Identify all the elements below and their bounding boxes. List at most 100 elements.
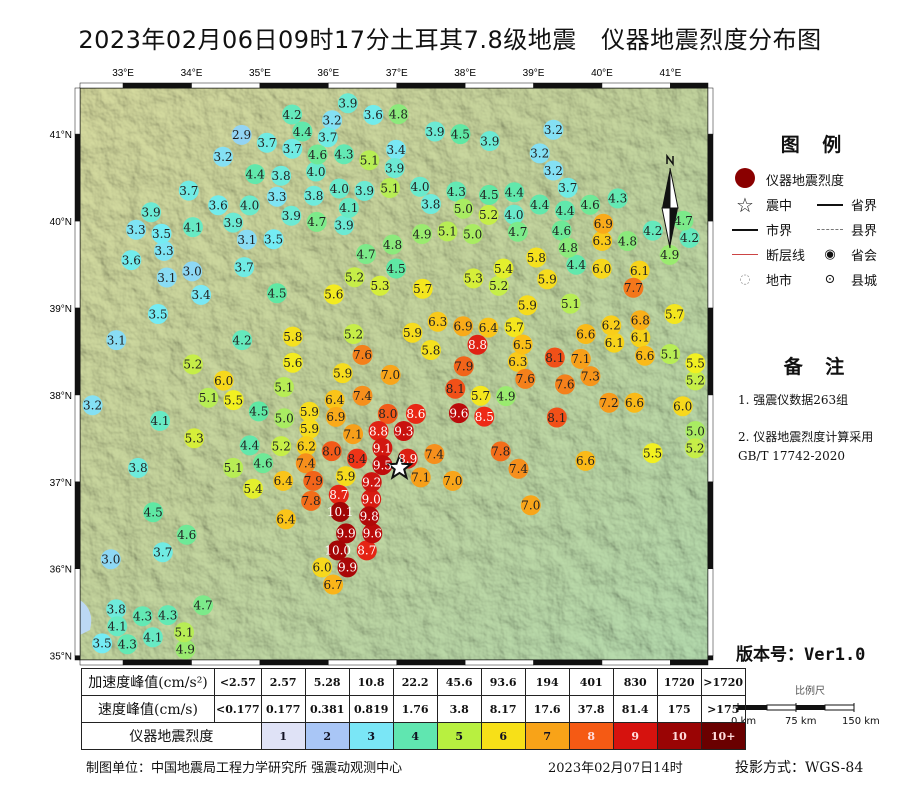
station-intensity-value: 5.1 — [274, 380, 293, 394]
station-circle — [325, 406, 346, 427]
station-intensity-value: 5.8 — [283, 330, 302, 344]
station-circle — [282, 352, 303, 373]
station-intensity-value: 3.5 — [93, 637, 112, 651]
station-circle — [570, 348, 591, 369]
station-circle — [362, 523, 383, 544]
station-intensity-value: 6.3 — [428, 315, 447, 329]
station-circle — [274, 408, 295, 429]
station-intensity-value: 3.5 — [264, 233, 283, 247]
station-circle — [299, 418, 320, 439]
station-circle — [382, 234, 403, 255]
station-circle — [223, 390, 244, 411]
scale-title: 比例尺 — [795, 686, 825, 697]
station-circle — [198, 387, 219, 408]
station-circle — [402, 322, 423, 343]
station-circle — [504, 182, 525, 203]
station-circle — [234, 257, 255, 278]
intensity-swatch: 10 — [656, 722, 702, 750]
station-intensity-value: 7.9 — [454, 360, 473, 374]
station-circle — [292, 121, 313, 142]
station-circle — [271, 165, 292, 186]
station-intensity-value: 5.9 — [300, 405, 319, 419]
station-circle — [599, 392, 620, 413]
station-circle — [156, 267, 177, 288]
station-circle — [82, 395, 103, 416]
station-circle — [128, 457, 149, 478]
station-intensity-value: 3.7 — [257, 136, 276, 150]
station-intensity-value: 8.7 — [357, 544, 376, 558]
station-intensity-value: 4.6 — [254, 456, 273, 470]
station-intensity-value: 8.1 — [547, 411, 566, 425]
station-circle — [386, 258, 407, 279]
station-circle — [592, 230, 613, 251]
station-circle — [493, 258, 514, 279]
station-circle — [182, 354, 203, 375]
station-intensity-value: 4.4 — [530, 198, 549, 212]
station-circle — [388, 104, 409, 125]
station-intensity-value: 3.2 — [213, 150, 232, 164]
lon-tick-label: 37°E — [386, 68, 408, 79]
station-intensity-value: 5.0 — [275, 412, 294, 426]
station-intensity-value: 6.4 — [325, 393, 344, 407]
station-intensity-value: 3.6 — [122, 253, 141, 267]
station-intensity-value: 4.4 — [567, 258, 586, 272]
station-circle — [282, 104, 303, 125]
station-circle — [150, 410, 170, 431]
intensity-map[interactable]: 33°E 34°E 35°E 36°E 37°E 38°E 39°E 40°E 41°E 41°N… — [0, 0, 900, 670]
station-circle — [453, 198, 474, 219]
station-circle — [630, 327, 651, 348]
station-circle — [557, 177, 578, 198]
axis-ticks: 33°E 34°E 35°E 36°E 37°E 38°E 39°E 40°E 41°E 41°N… — [50, 68, 682, 663]
station-intensity-value: 4.6 — [552, 224, 571, 238]
station-intensity-value: 7.6 — [353, 348, 372, 362]
station-intensity-value: 3.5 — [148, 307, 167, 321]
station-intensity-value: 4.3 — [118, 638, 137, 652]
station-intensity-value: 7.8 — [302, 494, 321, 508]
station-intensity-value: 5.6 — [283, 356, 302, 370]
intensity-swatch: 8 — [568, 722, 614, 750]
station-intensity-value: 5.5 — [224, 393, 243, 407]
station-intensity-value: 9.6 — [363, 527, 382, 541]
station-circle — [463, 268, 484, 289]
station-intensity-value: 3.6 — [364, 108, 383, 122]
north-arrow-icon — [661, 153, 679, 249]
station-circle — [467, 334, 488, 355]
station-intensity-value: 3.9 — [338, 97, 357, 111]
station-circle — [450, 124, 471, 145]
station-circle — [478, 317, 499, 338]
pgv-value: 3.8 — [436, 695, 482, 723]
station-circle — [356, 244, 376, 264]
station-circle — [306, 211, 327, 232]
legend-title: 图 例 — [780, 134, 850, 156]
station-circle — [685, 353, 706, 374]
station-intensity-value: 6.0 — [313, 561, 332, 575]
station-intensity-value: 3.2 — [530, 147, 549, 161]
station-circle — [372, 438, 393, 458]
station-intensity-value: 8.4 — [348, 452, 367, 466]
station-circle — [673, 210, 694, 231]
station-intensity-value: 3.8 — [421, 197, 440, 211]
station-intensity-value: 3.2 — [83, 399, 102, 413]
station-intensity-value: 4.5 — [144, 506, 163, 520]
station-intensity-value: 5.8 — [527, 251, 546, 265]
station-circle — [560, 293, 581, 314]
station-circle — [324, 389, 345, 410]
station-circle — [474, 406, 495, 427]
station-circle — [184, 428, 205, 449]
station-circle — [368, 421, 389, 441]
station-circle — [193, 595, 214, 616]
station-circle — [679, 227, 700, 248]
station-intensity-value: 4.5 — [249, 405, 268, 419]
station-intensity-value: 9.1 — [373, 441, 392, 455]
station-intensity-value: 5.9 — [300, 422, 319, 436]
station-circle — [393, 421, 414, 441]
station-circle — [384, 158, 405, 178]
legend-province-border: 省界 — [851, 199, 878, 214]
station-intensity-value: 3.1 — [157, 271, 176, 285]
station-circle — [356, 540, 377, 561]
station-circle — [328, 484, 349, 505]
station-circle — [117, 634, 138, 655]
station-circle — [685, 370, 706, 391]
pga-value: >1720 — [700, 668, 746, 696]
station-intensity-value: 8.1 — [446, 382, 465, 396]
